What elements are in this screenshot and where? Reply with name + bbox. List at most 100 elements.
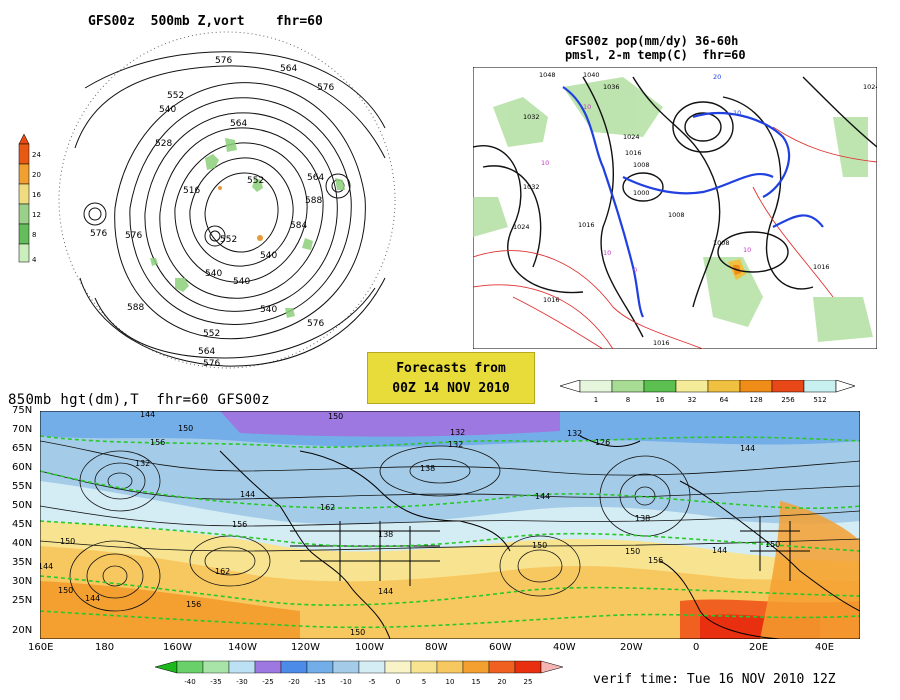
p850-contour-label: 144: [40, 562, 53, 571]
pop-contour-label: 1036: [603, 83, 620, 91]
p850-contour-label: 126: [595, 438, 610, 447]
lon-label: 40W: [553, 642, 576, 653]
polar-boundary: [58, 31, 396, 369]
pop-cb-tick: 8: [626, 396, 630, 404]
p850-cb-tick: 20: [498, 678, 507, 686]
p850-contour-label: 144: [140, 411, 155, 419]
p850-cb-tick: -40: [184, 678, 195, 686]
pop-contour-label: 10: [743, 246, 751, 254]
lat-label: 40N: [12, 538, 33, 549]
vort-cb-tick: 8: [32, 231, 36, 239]
p850-panel-title: 850mb hgt(dm),T fhr=60 GFS00z: [8, 392, 270, 408]
vort-contour-label: 540: [260, 251, 277, 261]
pop-cb-tick: 32: [688, 396, 697, 404]
lon-label: 80W: [425, 642, 448, 653]
lat-label: 60N: [12, 462, 33, 473]
p850-cb-tick: 25: [524, 678, 533, 686]
vort-contour-label: 576: [317, 83, 334, 93]
pop-contour-label: 1008: [668, 211, 685, 219]
vort-contour-label: 540: [159, 105, 176, 115]
pop-contour-labels: 1048 1040 1036 1032 1024 1016 1008 1032 …: [513, 71, 877, 347]
pop-contour-label: 1016: [543, 296, 560, 304]
lat-label: 30N: [12, 576, 33, 587]
p850-contour-label: 132: [135, 459, 150, 468]
p850-contour-label: 156: [150, 438, 165, 447]
pop-contour-label: 1008: [713, 239, 730, 247]
forecast-info-box: Forecasts from 00Z 14 NOV 2010: [367, 352, 535, 404]
pop-contour-label: 10: [733, 109, 741, 117]
p850-contour-label: 138: [420, 464, 435, 473]
pop-contour-label: 1040: [583, 71, 600, 79]
pop-cb-tick: 16: [656, 396, 665, 404]
pop-contour-label: 1024: [623, 133, 640, 141]
p850-contour-label: 156: [648, 556, 663, 565]
pop-cb-tick: 64: [720, 396, 729, 404]
vort-contour-label: 576: [90, 229, 107, 239]
pop-contour-label: 10: [541, 159, 549, 167]
p850-contour-label: 150: [328, 412, 343, 421]
pop-panel-title-line1: GFS00z pop(mm/dy) 36-60h: [565, 34, 739, 48]
lat-label: 70N: [12, 424, 33, 435]
pop-contour-label: 1032: [523, 113, 540, 121]
vort-contour-label: 576: [203, 359, 220, 369]
vort-contour-label: 564: [230, 119, 247, 129]
lon-label: 20E: [749, 642, 769, 653]
pop-contour-label: 1008: [633, 161, 650, 169]
p850-contour-label: 132: [567, 429, 582, 438]
p850-contour-labels: 144 150 156 132 144 150 132 138 132 126 …: [40, 411, 780, 637]
p850-cb-tick: 15: [472, 678, 481, 686]
p850-contour-label: 156: [186, 600, 201, 609]
lat-label: 45N: [12, 519, 33, 530]
pop-contour-label: 1024: [513, 223, 530, 231]
p850-cb-tick: -5: [369, 678, 376, 686]
vort-contour-label: 552: [247, 176, 264, 186]
p850-cb-tick: -10: [340, 678, 351, 686]
pop-contour-label: 10: [583, 103, 591, 111]
pop-cb-tick: 256: [781, 396, 795, 404]
p850-contour-label: 144: [712, 546, 727, 555]
lon-label: 20W: [620, 642, 643, 653]
lat-label: 25N: [12, 595, 33, 606]
p850-contour-label: 150: [765, 540, 780, 549]
vort-contour-label: 564: [198, 347, 215, 357]
p850-contour-label: 144: [240, 490, 255, 499]
lat-label: 65N: [12, 443, 33, 454]
p850-cb-tick: 10: [446, 678, 455, 686]
vort-contour-label: 552: [220, 235, 237, 245]
vort-contour-label: 540: [233, 277, 250, 287]
pop-contour-label: 1016: [813, 263, 830, 271]
lon-label: 0: [693, 642, 700, 653]
p850-contour-label: 144: [85, 594, 100, 603]
lon-label: 160W: [163, 642, 192, 653]
vort-cb-tick: 12: [32, 211, 41, 219]
p850-cb-tick: 0: [396, 678, 400, 686]
lat-label: 55N: [12, 481, 33, 492]
lon-label: 120W: [291, 642, 320, 653]
pop-contour-label: 10: [603, 249, 611, 257]
pop-cb-tick: 128: [749, 396, 762, 404]
vort-contour-label: 588: [127, 303, 144, 313]
p850-contour-label: 138: [378, 530, 393, 539]
pop-contour-label: 1000: [633, 189, 650, 197]
vort-contour-label: 564: [280, 64, 297, 74]
lat-label: 50N: [12, 500, 33, 511]
vort-contour-label: 564: [307, 173, 324, 183]
vort-contour-labels: 576 564 552 528 540 516 564 576 576 588 …: [90, 56, 334, 369]
pop-contour-label: 1024: [863, 83, 877, 91]
pop-colorbar: 1 8 16 32 64 128 256 512: [560, 380, 855, 404]
vort-polar-map: 576 564 552 528 540 516 564 576 576 588 …: [58, 31, 396, 369]
forecast-info-line2: 00Z 14 NOV 2010: [392, 381, 510, 396]
vort-contour-label: 540: [260, 305, 277, 315]
lon-label: 180: [95, 642, 115, 653]
pop-contour-label: 20: [713, 73, 721, 81]
pop-cb-tick: 512: [813, 396, 826, 404]
p850-contour-label: 150: [532, 541, 547, 550]
lat-label: 75N: [12, 405, 33, 416]
vort-contour-label: 552: [203, 329, 220, 339]
p850-contour-label: 144: [740, 444, 755, 453]
p850-cb-tick: -35: [210, 678, 221, 686]
vort-contour-label: 588: [305, 196, 322, 206]
verif-time: verif time: Tue 16 NOV 2010 12Z: [593, 672, 836, 687]
p850-contour-label: 132: [450, 428, 465, 437]
vort-contour-label: 576: [215, 56, 232, 66]
